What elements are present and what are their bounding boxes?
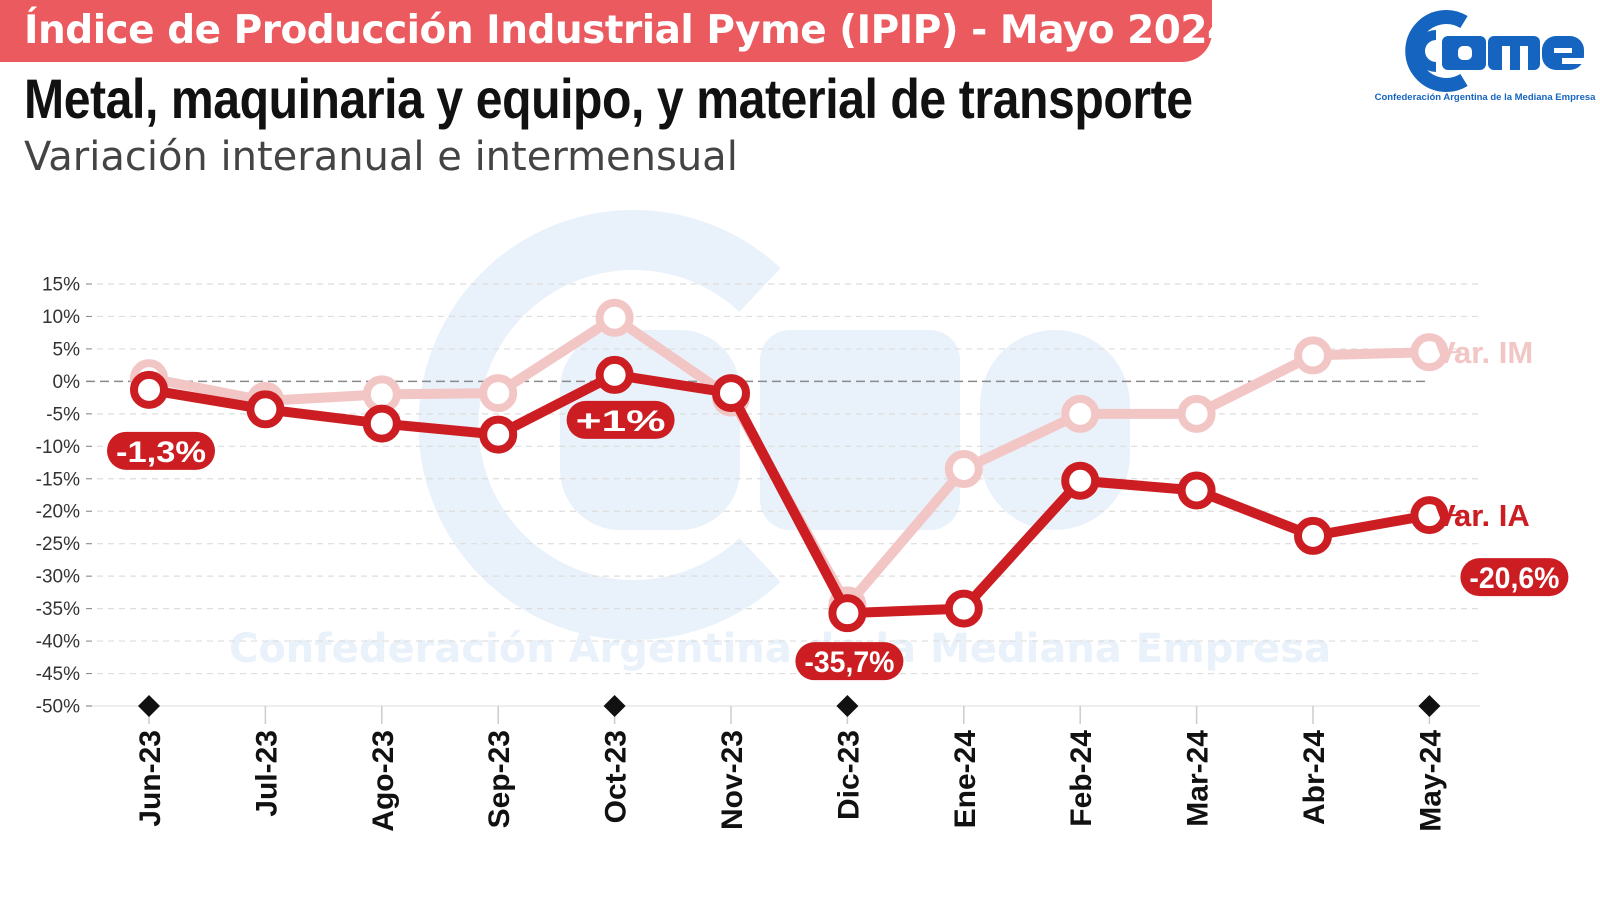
banner-title: Índice de Producción Industrial Pyme (IP… [24,8,1234,53]
x-tick-label: Sep-23 [483,730,516,828]
x-tick-label: Feb-24 [1065,730,1098,827]
y-tick-label: -10% [36,437,80,458]
data-label-text: +1% [576,405,666,438]
highlight-marker [1418,695,1441,717]
data-point [1177,471,1216,510]
watermark: Confederación Argentina de la Mediana Em… [229,210,1331,672]
chart-data-labels: -1,3% +1% -35,7% -20,6% [107,400,1569,681]
y-tick-label: 15% [42,275,80,296]
data-label: -35,7% [795,642,904,681]
y-tick-label: -35% [36,599,80,620]
highlight-marker [836,695,859,717]
data-point [595,298,634,337]
data-point [1177,394,1216,433]
header-banner: Índice de Producción Industrial Pyme (IP… [0,0,1234,62]
data-point [479,374,518,413]
data-point [479,415,518,454]
x-tick-label: Jun-23 [134,730,167,827]
x-tick-label: Dic-23 [832,730,865,820]
x-tick-label: Jul-23 [250,730,283,817]
came-logo [1405,10,1584,92]
data-point [130,370,168,409]
y-tick-label: -50% [36,697,80,718]
data-point [246,390,285,429]
data-point [712,374,750,413]
chart-subtitle: Variación interanual e intermensual [24,134,738,180]
data-point [828,594,867,633]
y-tick-label: -25% [36,534,80,555]
data-label: -20,6% [1460,558,1569,597]
logo-caption: Confederación Argentina de la Mediana Em… [1374,92,1596,103]
highlight-marker [138,695,160,717]
data-point [1294,516,1332,555]
y-tick-label: 0% [53,372,81,393]
data-point [1294,336,1332,375]
series-legend-label: Var. IM [1435,335,1533,370]
series-var-ia: Var. IA [130,355,1530,633]
data-point [362,404,401,443]
data-label-pill [1460,558,1569,597]
x-tick-label: Mar-24 [1182,730,1215,827]
x-tick-label: Oct-23 [600,730,633,823]
chart-title: Metal, maquinaria y equipo, y material d… [24,67,1193,130]
data-label-pill [107,431,215,470]
y-tick-label: -45% [36,664,80,685]
data-point [1410,496,1449,535]
chart-series: Var. IM Var. IA [130,298,1533,633]
series-line [144,369,1435,619]
data-label-pill [795,642,904,681]
x-tick-label: May-24 [1414,730,1447,832]
x-tick-label: Nov-23 [716,730,749,830]
data-point [944,450,983,489]
series-legend-label: Var. IA [1435,498,1530,533]
y-tick-label: -15% [36,469,80,490]
x-tick-label: Abr-24 [1298,730,1331,825]
data-point [944,589,983,628]
data-label-pill [566,400,675,439]
y-tick-label: -20% [36,502,80,523]
y-tick-label: -40% [36,632,80,653]
data-point [1410,333,1449,372]
data-label-text: -35,7% [804,646,894,679]
y-tick-label: -5% [46,404,80,425]
data-point [1061,461,1100,500]
x-tick-label: Ago-23 [367,730,400,832]
data-label-text: -20,6% [1469,562,1559,595]
data-label: +1% [566,400,675,439]
y-tick-label: -30% [36,567,80,588]
logo-arc [1405,10,1468,92]
y-axis: 15% 10% 5% 0% -5% -10% -15% -20% -25% -30% -35% -40… [36,275,92,718]
data-point [1061,394,1100,433]
data-label: -1,3% [107,431,215,470]
chart-grid [86,283,1480,707]
x-axis: Jun-23 Jul-23 Ago-23 Sep-23 Oct-23 Nov-23 Dic-… [134,695,1447,832]
highlight-marker [603,695,626,717]
x-tick-label: Ene-24 [949,730,982,829]
y-tick-label: 5% [53,339,81,360]
data-point [595,355,634,394]
watermark-logo-m [760,330,960,530]
y-tick-label: 10% [42,307,80,328]
watermark-text: Confederación Argentina de la Mediana Em… [229,626,1331,672]
logo-c-inner [1415,30,1436,72]
data-label-text: -1,3% [116,436,206,469]
